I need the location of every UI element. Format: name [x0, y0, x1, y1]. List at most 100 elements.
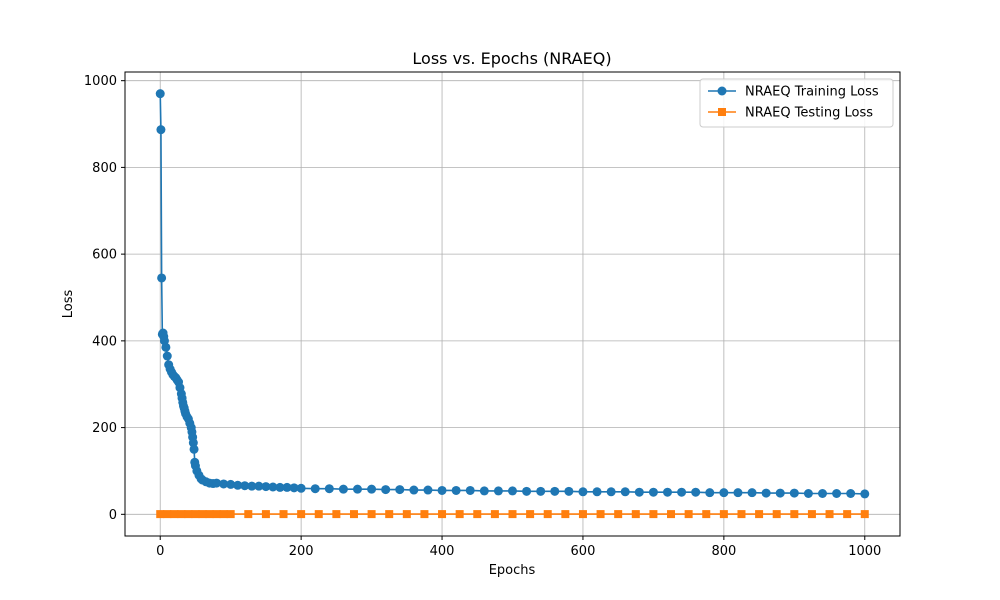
data-point	[775, 488, 785, 498]
x-tick-label: 200	[289, 544, 314, 559]
data-point	[279, 510, 288, 519]
data-point	[578, 510, 587, 519]
legend-label: NRAEQ Training Loss	[745, 85, 879, 100]
data-point	[606, 487, 616, 497]
data-point	[296, 483, 306, 493]
data-point	[198, 510, 207, 519]
data-point	[790, 510, 799, 519]
legend-box	[699, 78, 894, 128]
x-axis-label: Epochs	[489, 563, 536, 578]
legend-marker	[717, 86, 727, 96]
data-point	[226, 479, 236, 489]
data-point	[543, 510, 552, 519]
data-point	[860, 510, 869, 519]
data-point	[188, 438, 198, 448]
y-axis-label: Loss	[61, 290, 76, 319]
data-point	[451, 485, 461, 495]
data-point	[226, 510, 235, 519]
data-point	[550, 486, 560, 496]
data-point	[157, 273, 167, 283]
data-point	[634, 487, 644, 497]
data-point	[465, 485, 475, 495]
y-tick-label: 0	[109, 508, 117, 523]
data-point	[349, 510, 358, 519]
data-point	[755, 510, 764, 519]
data-point	[367, 510, 376, 519]
data-point	[455, 510, 464, 519]
data-point	[846, 489, 856, 499]
data-point	[212, 478, 222, 488]
data-point	[437, 485, 447, 495]
data-point	[170, 510, 179, 519]
x-tick-label: 400	[430, 544, 455, 559]
data-point	[275, 482, 285, 492]
data-point	[620, 487, 630, 497]
data-point	[219, 510, 228, 519]
data-point	[261, 482, 271, 492]
data-point	[438, 510, 447, 519]
series-layer	[155, 89, 870, 519]
data-point	[254, 481, 264, 491]
data-point	[367, 484, 377, 494]
axis-ticks: 0 200 400 600 800 1000 0 200 400 600 800 1000	[84, 74, 881, 559]
y-tick-label: 200	[92, 421, 117, 436]
x-tick-label: 1000	[848, 544, 881, 559]
data-point	[578, 487, 588, 497]
data-point	[212, 510, 221, 519]
data-point	[162, 351, 172, 361]
data-point	[737, 510, 746, 519]
data-point	[409, 485, 419, 495]
data-point	[338, 484, 348, 494]
data-point	[536, 486, 546, 496]
data-point	[508, 486, 517, 496]
data-point	[240, 481, 250, 491]
data-point	[189, 444, 199, 454]
data-point	[691, 487, 701, 497]
data-point	[803, 489, 813, 499]
y-tick-label: 600	[92, 248, 117, 263]
legend-marker	[718, 108, 726, 116]
data-point	[423, 485, 433, 495]
data-point	[177, 510, 186, 519]
series-training-loss	[155, 89, 870, 499]
data-point	[667, 510, 676, 519]
data-point	[772, 510, 781, 519]
series-line	[159, 93, 865, 495]
data-point	[420, 510, 429, 519]
data-point	[473, 510, 482, 519]
data-point	[733, 488, 743, 498]
x-tick-label: 800	[711, 544, 736, 559]
data-point	[161, 342, 171, 352]
data-point	[297, 510, 306, 519]
data-point	[684, 510, 693, 519]
series-testing-loss	[156, 510, 869, 519]
data-point	[244, 510, 253, 519]
data-point	[789, 488, 799, 498]
data-point	[631, 510, 640, 519]
data-point	[314, 510, 323, 519]
data-point	[807, 510, 816, 519]
data-point	[191, 510, 200, 519]
data-point	[247, 481, 257, 491]
data-point	[832, 489, 842, 499]
data-point	[289, 483, 299, 493]
data-point	[761, 488, 771, 498]
x-tick-label: 600	[571, 544, 596, 559]
data-point	[649, 510, 658, 519]
data-point	[261, 510, 270, 519]
data-point	[719, 488, 729, 498]
x-tick-label: 0	[156, 544, 164, 559]
data-point	[596, 510, 605, 519]
data-point	[493, 486, 503, 496]
data-point	[156, 125, 166, 135]
legend: NRAEQ Training Loss NRAEQ Testing Loss	[699, 78, 894, 128]
data-point	[233, 480, 243, 490]
data-point	[324, 484, 334, 494]
data-point	[205, 510, 214, 519]
data-point	[860, 489, 870, 499]
data-point	[332, 510, 341, 519]
data-point	[818, 489, 827, 499]
grid-lines	[125, 72, 900, 536]
data-point	[564, 486, 574, 496]
data-point	[614, 510, 623, 519]
